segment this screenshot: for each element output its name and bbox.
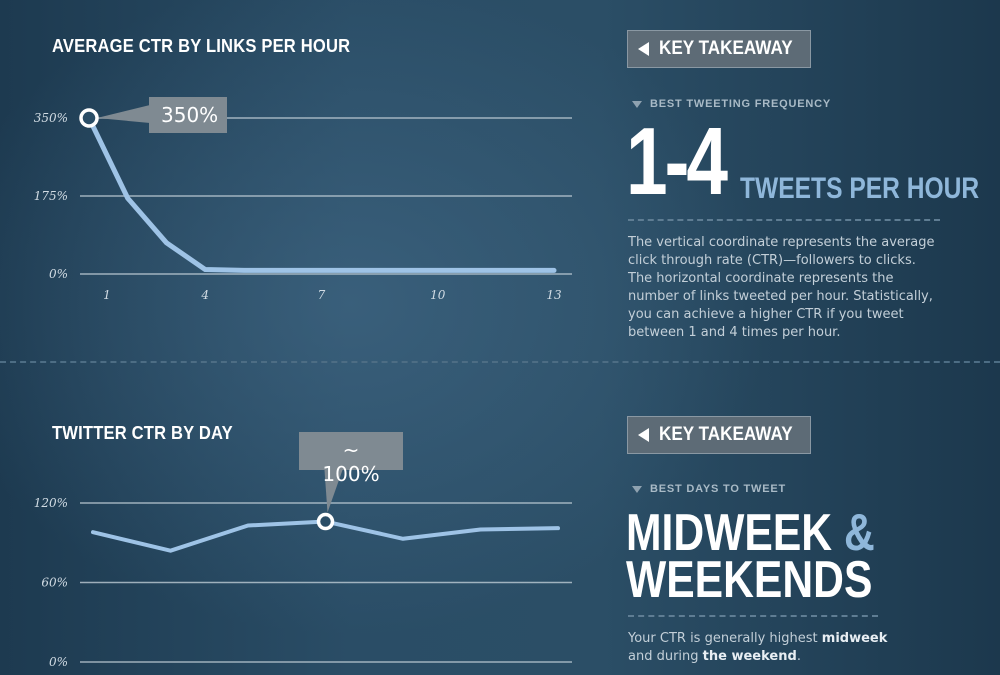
takeaway1-big-suffix: TWEETS PER HOUR bbox=[740, 172, 980, 205]
down-triangle-icon bbox=[632, 485, 642, 493]
takeaway2-big-line1: MIDWEEK & bbox=[626, 507, 875, 559]
chart1-x-tick-label: 10 bbox=[430, 288, 446, 302]
chart1-y-tick-label: 175% bbox=[34, 189, 68, 203]
takeaway2-description: Your CTR is generally highest midweek an… bbox=[628, 630, 898, 666]
chart1-callout-pointer bbox=[97, 105, 150, 123]
takeaway2-desc-3: . bbox=[796, 649, 801, 664]
back-arrow-icon bbox=[638, 42, 649, 56]
takeaway1-subheading: BEST TWEETING FREQUENCY bbox=[632, 98, 831, 110]
chart1-x-tick-label: 1 bbox=[103, 288, 111, 302]
takeaway2-desc-2: and during bbox=[628, 649, 703, 664]
takeaway2-subheading-text: BEST DAYS TO TWEET bbox=[650, 483, 787, 495]
takeaway2-desc-1: Your CTR is generally highest bbox=[628, 631, 822, 646]
chart2-highlight-point bbox=[316, 512, 335, 531]
chart1-x-tick-label: 7 bbox=[318, 288, 326, 302]
takeaway2-ampersand: & bbox=[843, 504, 875, 562]
chart1-title: AVERAGE CTR BY LINKS PER HOUR bbox=[52, 36, 351, 56]
chart2-y-tick-label: 120% bbox=[34, 496, 68, 510]
chart1-y-tick-label: 0% bbox=[49, 267, 68, 281]
chart1-series-line bbox=[86, 115, 557, 273]
chart2-title: TWITTER CTR BY DAY bbox=[52, 423, 233, 443]
takeaway1-description: The vertical coordinate represents the a… bbox=[628, 235, 935, 340]
takeaway2-heading: KEY TAKEAWAY bbox=[659, 424, 793, 445]
takeaway2-header: KEY TAKEAWAY bbox=[627, 416, 811, 454]
takeaway2-subheading: BEST DAYS TO TWEET bbox=[632, 483, 786, 495]
takeaway1-header: KEY TAKEAWAY bbox=[627, 30, 811, 68]
chart2-svg: 0% 60% 120% bbox=[34, 470, 572, 669]
section-divider bbox=[0, 361, 1000, 363]
takeaway2-big-line2: WEEKENDS bbox=[626, 551, 873, 609]
down-triangle-icon bbox=[632, 100, 642, 108]
takeaway2-divider bbox=[628, 615, 878, 617]
takeaway2-desc-bold-weekend: the weekend bbox=[702, 649, 797, 664]
takeaway1-big-number: 1-4 bbox=[626, 108, 728, 215]
takeaway2-midweek: MIDWEEK bbox=[626, 504, 833, 562]
chart1-svg: 0% 175% 350% 1 4 7 10 13 bbox=[34, 105, 572, 302]
chart1-x-tick-label: 13 bbox=[546, 288, 562, 302]
chart1-highlight-point bbox=[79, 108, 99, 128]
takeaway1-subheading-text: BEST TWEETING FREQUENCY bbox=[650, 98, 831, 110]
chart2-y-tick-label: 0% bbox=[49, 655, 68, 669]
chart1-x-tick-label: 4 bbox=[200, 288, 209, 302]
takeaway1-divider bbox=[628, 219, 940, 221]
chart2-y-tick-label: 60% bbox=[41, 576, 68, 590]
chart1-y-tick-label: 350% bbox=[34, 111, 68, 125]
chart1-callout-badge: 350% bbox=[149, 97, 227, 133]
takeaway2-desc-bold-midweek: midweek bbox=[821, 631, 888, 646]
chart2-callout-pointer bbox=[324, 470, 343, 513]
back-arrow-icon bbox=[638, 428, 649, 442]
takeaway1-heading: KEY TAKEAWAY bbox=[659, 38, 793, 59]
chart2-callout-badge: ~ 100% bbox=[299, 432, 403, 486]
